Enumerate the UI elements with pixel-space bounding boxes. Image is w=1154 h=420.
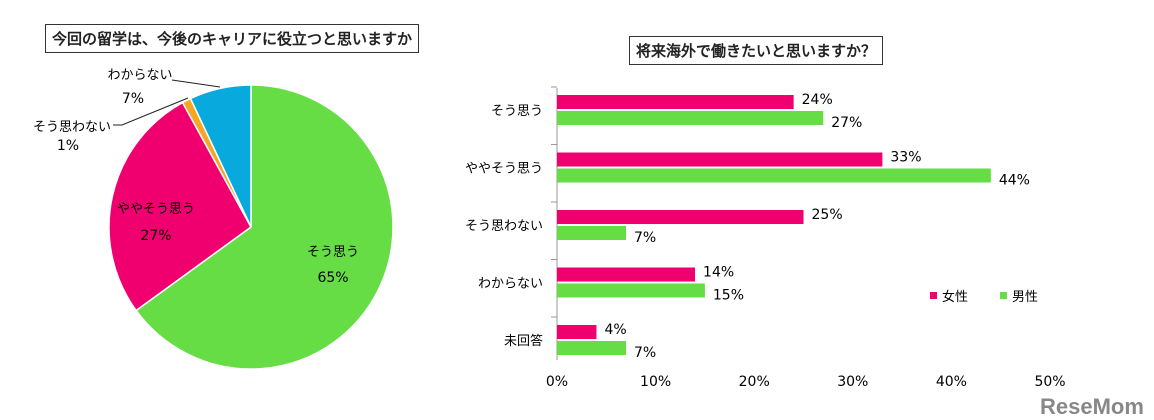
bar-value-label: 25%: [812, 207, 843, 223]
bar-value-label: 33%: [890, 150, 921, 166]
pie-value-label: 27%: [140, 228, 171, 244]
category-label: そう思わない: [465, 219, 543, 234]
pie-value-label: 1%: [57, 138, 79, 154]
pie-value-label: 65%: [317, 270, 348, 286]
category-label: わからない: [478, 277, 543, 292]
x-tick-label: 0%: [546, 374, 568, 390]
pie-label: ややそう思う: [117, 202, 195, 217]
x-tick-label: 30%: [837, 374, 868, 390]
category-label: そう思う: [491, 104, 543, 119]
pie-slice: [108, 101, 252, 312]
category-label: 未回答: [504, 333, 543, 349]
bar-male: [557, 283, 705, 298]
bar-chart: 0% 10% 20% 30% 40% 50% そう思う 24% 27% ややそう思う 33% 44% そ…: [465, 86, 1066, 390]
legend-swatch: [930, 292, 937, 299]
category-label: ややそう思う: [465, 162, 543, 177]
bar-value-label: 7%: [634, 345, 656, 361]
bar-value-label: 7%: [634, 230, 656, 246]
bar-value-label: 14%: [703, 265, 734, 281]
legend-label: 女性: [942, 289, 968, 305]
bar-value-label: 15%: [713, 288, 744, 304]
bar-male: [557, 341, 627, 355]
pie-chart: そう思う 65% ややそう思う 27% そう思わない 1% わからない 7%: [33, 68, 394, 370]
x-tick-label: 10%: [640, 374, 671, 390]
bar-value-label: 24%: [802, 92, 833, 108]
bar-female: [557, 152, 883, 167]
x-tick-label: 50%: [1034, 374, 1065, 390]
pie-slice: [189, 84, 252, 228]
leader-line: [113, 97, 189, 126]
resemom-logo: ReseMom: [1040, 394, 1144, 419]
pie-value-label: 7%: [122, 91, 144, 107]
legend-label: 男性: [1012, 290, 1038, 305]
bar-value-label: 27%: [831, 115, 862, 131]
bar-value-label: 4%: [604, 322, 626, 338]
x-tick-label: 20%: [739, 374, 770, 390]
bar-value-label: 44%: [999, 173, 1030, 189]
pie-label: そう思う: [307, 245, 359, 260]
legend-swatch: [1000, 292, 1007, 299]
bar-male: [557, 226, 627, 240]
leader-line: [171, 79, 221, 88]
bar-female: [557, 210, 804, 224]
bar-male: [557, 168, 991, 183]
pie-label: そう思わない: [33, 120, 111, 135]
x-tick-label: 40%: [936, 374, 967, 390]
pie-slice: [135, 84, 394, 370]
pie-title: 今回の留学は、今後のキャリアに役立つと思いますか: [45, 24, 420, 53]
bar-female: [557, 95, 794, 109]
bar-female: [557, 325, 597, 339]
bar-title: 将来海外で働きたいと思いますか？: [629, 36, 884, 65]
bar-male: [557, 111, 824, 125]
bar-female: [557, 267, 696, 282]
pie-label: わからない: [107, 68, 172, 83]
